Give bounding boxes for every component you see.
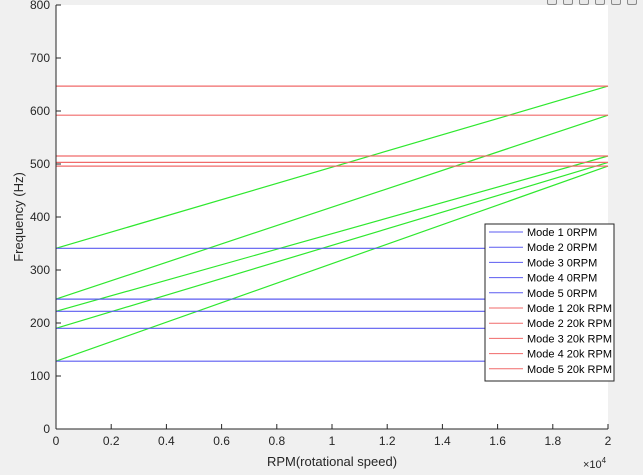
x-exponent-power: 4 (602, 456, 607, 465)
x-axis-label: RPM(rotational speed) (267, 454, 397, 469)
y-tick-label: 0 (43, 422, 50, 436)
zoom-in-icon[interactable] (595, 0, 605, 5)
figure-toolbar (547, 0, 637, 6)
series-line-13 (55, 155, 609, 312)
y-tick-label: 300 (30, 263, 50, 277)
y-tick-label: 800 (30, 0, 50, 12)
y-axis-label: Frequency (Hz) (11, 172, 26, 262)
legend-entry: Mode 3 20k RPM (527, 333, 612, 345)
brush-icon[interactable] (547, 0, 557, 5)
series-layer (55, 85, 609, 362)
x-tick-label: 0 (53, 434, 60, 448)
series-line-15 (55, 85, 609, 249)
legend[interactable]: Mode 1 0RPM Mode 2 0RPM Mode 3 0RPM Mode 4 … (484, 223, 615, 382)
y-tick-label: 200 (30, 316, 50, 330)
legend-entry: Mode 4 20k RPM (527, 349, 612, 361)
legend-entry: Mode 2 0RPM (527, 242, 597, 254)
x-tick-label: 1.8 (544, 434, 561, 448)
y-tick-label: 400 (30, 210, 50, 224)
x-tick-label: 1.6 (489, 434, 506, 448)
x-tick-label: 0.4 (158, 434, 175, 448)
y-tick-label: 600 (30, 104, 50, 118)
zoom-out-icon[interactable] (611, 0, 621, 5)
x-tick-label: 2 (605, 434, 612, 448)
y-tick-label: 700 (30, 51, 50, 65)
y-tick-label: 100 (30, 369, 50, 383)
legend-entry: Mode 1 0RPM (527, 227, 597, 239)
x-tick-label: 1.2 (379, 434, 396, 448)
x-tick-label: 0.8 (268, 434, 285, 448)
legend-entry: Mode 1 20k RPM (527, 303, 612, 315)
legend-entry: Mode 5 0RPM (527, 288, 597, 300)
pan-icon[interactable] (579, 0, 589, 5)
x-tick-label: 0.2 (103, 434, 120, 448)
legend-box (484, 223, 615, 382)
legend-entry: Mode 2 20k RPM (527, 318, 612, 330)
x-tick-label: 1 (329, 434, 336, 448)
legend-entry: Mode 3 0RPM (527, 257, 597, 269)
home-icon[interactable] (627, 0, 637, 5)
series-line-12 (55, 161, 609, 329)
y-axis: 0 100 200 300 400 500 600 700 800 (30, 0, 61, 436)
y-tick-label: 500 (30, 157, 50, 171)
series-line-14 (55, 114, 609, 300)
x-exponent-label: ×104 (583, 456, 607, 471)
x-tick-label: 1.4 (434, 434, 451, 448)
x-tick-label: 0.6 (213, 434, 230, 448)
legend-entry: Mode 5 20k RPM (527, 364, 612, 376)
x-axis: 0 0.2 0.4 0.6 0.8 1 1.2 1.4 1.6 1.8 2 (53, 424, 612, 448)
datatip-icon[interactable] (563, 0, 573, 5)
legend-entry: Mode 4 0RPM (527, 273, 597, 285)
